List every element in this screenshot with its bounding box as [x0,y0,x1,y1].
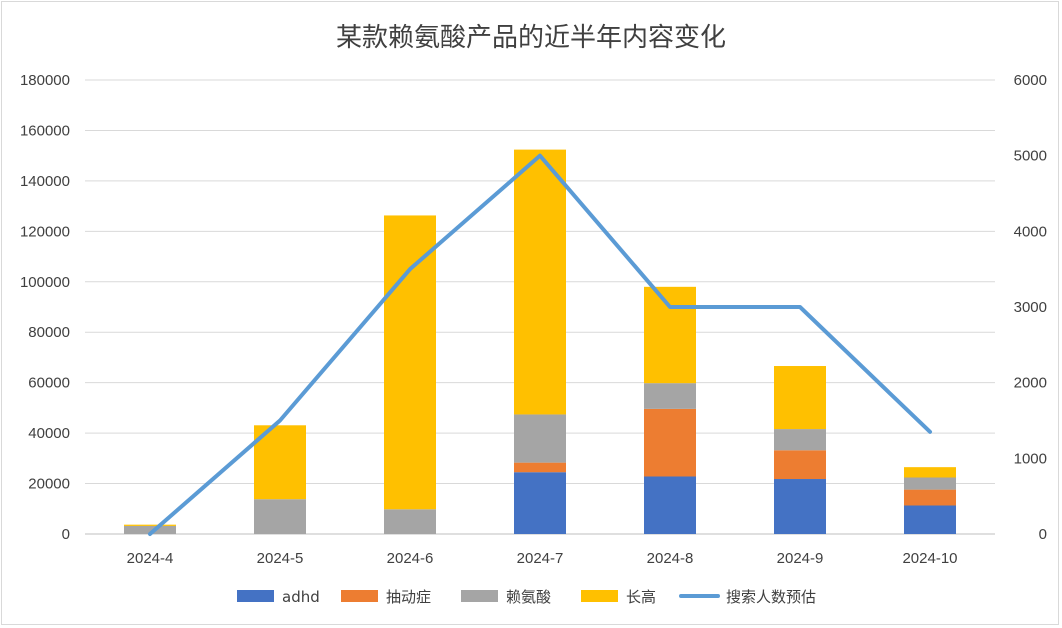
bar-segment [254,499,306,534]
x-tick-label: 2024-8 [647,550,694,567]
bar-segment [124,524,176,526]
right-axis-ticks: 0 1000 2000 3000 4000 5000 6000 [1014,72,1047,543]
bar-segment [124,525,176,534]
legend-item: 搜索人数预估 [679,588,816,606]
right-tick-label: 6000 [1014,72,1047,89]
bar-segment [774,479,826,534]
left-tick-label: 0 [62,526,70,543]
bar-segment [514,149,566,415]
bar-segment [904,477,956,490]
x-tick-label: 2024-5 [257,550,304,567]
bar-segment [904,489,956,506]
legend-swatch [461,590,498,602]
x-tick-label: 2024-7 [517,550,564,567]
left-tick-label: 180000 [20,72,70,89]
legend-label: 抽动症 [386,588,431,606]
bar-segment [514,472,566,534]
legend-item: 长高 [581,588,656,606]
legend-item: adhd [237,588,320,606]
legend-label: 搜索人数预估 [726,588,816,606]
bar-segment [514,462,566,473]
bar-segment [644,408,696,477]
right-tick-label: 3000 [1014,299,1047,316]
x-tick-label: 2024-4 [127,550,174,567]
legend: adhd 抽动症 赖氨酸 长高 搜索人数预估 [237,588,816,606]
legend-swatch [237,590,274,602]
bar-segment [904,467,956,478]
bar-segment [644,476,696,534]
legend-label: 长高 [626,588,656,606]
legend-swatch [581,590,618,602]
left-tick-label: 60000 [28,375,70,392]
left-tick-label: 160000 [20,122,70,139]
bar-segment [644,286,696,384]
bar-segment [384,509,436,534]
left-tick-label: 20000 [28,476,70,493]
left-tick-label: 80000 [28,324,70,341]
left-tick-label: 100000 [20,274,70,291]
bar-segment [904,505,956,534]
search-line [148,153,932,536]
bar-segment [514,414,566,463]
right-tick-label: 4000 [1014,223,1047,240]
x-axis-ticks: 2024-4 2024-5 2024-6 2024-7 2024-8 2024-9 2024… [127,550,958,567]
legend-item: 赖氨酸 [461,588,551,606]
right-tick-label: 5000 [1014,148,1047,165]
x-tick-label: 2024-6 [387,550,434,567]
bar-segment [384,215,436,510]
bar-segment [774,429,826,451]
right-tick-label: 2000 [1014,375,1047,392]
legend-label: 赖氨酸 [506,588,551,606]
right-tick-label: 1000 [1014,450,1047,467]
left-tick-label: 140000 [20,173,70,190]
x-tick-label: 2024-9 [777,550,824,567]
left-tick-label: 40000 [28,425,70,442]
line-series [148,153,932,536]
legend-label: adhd [282,588,320,606]
bar-segment [774,450,826,480]
chart-title: 某款赖氨酸产品的近半年内容变化 [336,23,726,53]
bars [124,149,956,534]
legend-item: 抽动症 [341,588,431,606]
left-tick-label: 120000 [20,223,70,240]
gridlines [85,79,995,535]
bar-segment [774,366,826,430]
x-tick-label: 2024-10 [902,550,957,567]
bar-segment [644,383,696,409]
right-tick-label: 0 [1039,526,1047,543]
left-axis-ticks: 0 20000 40000 60000 80000 100000 120000 140000 1… [20,72,70,543]
legend-swatch [341,590,378,602]
